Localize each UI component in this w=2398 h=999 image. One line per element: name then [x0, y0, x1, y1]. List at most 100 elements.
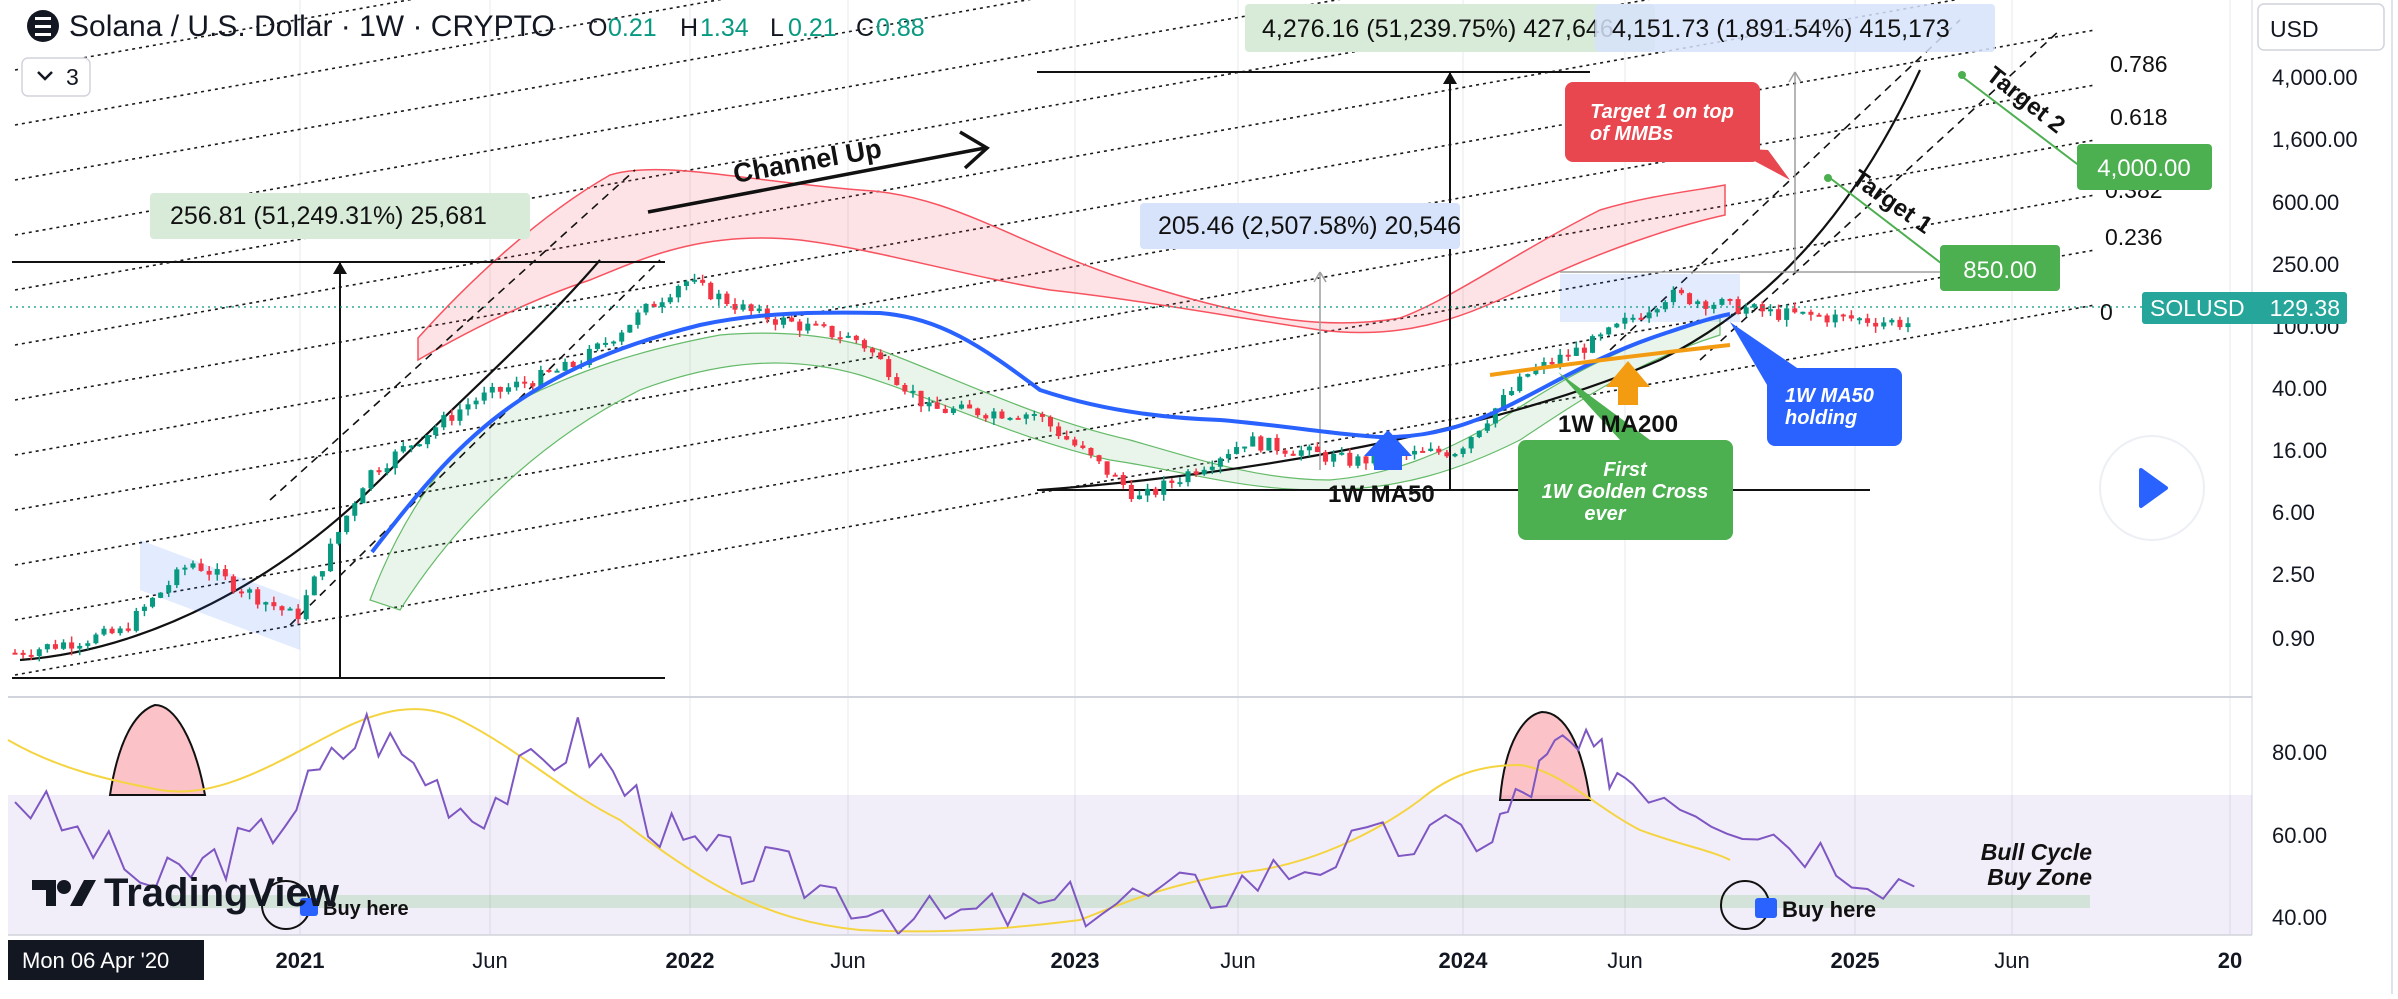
svg-text:0.618: 0.618	[2110, 104, 2168, 130]
svg-text:C: C	[856, 14, 874, 42]
target-lines	[1829, 74, 2086, 271]
candle	[28, 649, 34, 660]
svg-text:Buy Zone: Buy Zone	[1987, 864, 2092, 890]
candle	[214, 563, 220, 581]
channel-up-arrow	[647, 130, 990, 214]
candle	[1646, 307, 1652, 323]
svg-text:L: L	[770, 14, 784, 42]
target-note: Target 1 on top of MMBs	[1565, 82, 1760, 162]
rsi-axis-ticks: 80.00 60.00 40.00	[2272, 740, 2327, 930]
symbol-logo-icon	[27, 10, 59, 42]
candle	[530, 380, 536, 390]
svg-text:Target 1 on top: Target 1 on top	[1590, 101, 1734, 123]
candle	[1606, 326, 1612, 336]
candle	[692, 273, 698, 284]
candle	[1314, 442, 1320, 453]
ma50-label: 1W MA50	[1328, 481, 1435, 508]
candle	[1460, 446, 1466, 458]
candle	[1678, 287, 1684, 296]
late-channel	[1609, 19, 2061, 361]
candle	[1865, 313, 1871, 327]
candle	[781, 314, 787, 329]
candle	[1250, 432, 1256, 447]
candle	[740, 299, 746, 312]
candle	[910, 384, 916, 398]
candle	[1282, 448, 1288, 457]
fib-labels: 0.786 0.618 0.382 0.236 0	[2100, 51, 2168, 325]
candle	[279, 605, 285, 616]
candle	[206, 566, 212, 581]
candle	[328, 538, 334, 573]
svg-text:H: H	[680, 14, 698, 42]
candle	[1784, 304, 1790, 327]
svg-text:O: O	[588, 14, 607, 42]
price-tick-label: 16.00	[2272, 438, 2327, 463]
target-2-dot	[1958, 71, 1966, 79]
svg-text:SOLUSD: SOLUSD	[2150, 295, 2245, 321]
svg-text:850.00: 850.00	[1963, 257, 2036, 284]
candle	[797, 319, 803, 337]
candle	[1088, 447, 1094, 459]
candle	[1120, 472, 1126, 489]
candle	[1905, 317, 1911, 333]
candle	[352, 501, 358, 522]
candle	[1573, 341, 1579, 356]
time-tick-label: 2023	[1051, 948, 1100, 973]
candle	[287, 606, 293, 611]
time-tick-label: 2022	[666, 948, 715, 973]
candle	[174, 567, 180, 589]
price-tick-label: 6.00	[2272, 500, 2315, 525]
indicators-toggle-button[interactable]: 3	[21, 57, 91, 97]
candle	[1800, 311, 1806, 315]
candle	[918, 390, 924, 413]
candle	[1808, 309, 1814, 321]
candle	[433, 424, 439, 439]
candle	[950, 406, 956, 415]
fib-channel-line	[14, 304, 2096, 676]
candle	[514, 376, 520, 391]
candle	[271, 596, 277, 611]
candle	[772, 316, 778, 331]
candle	[1727, 298, 1733, 305]
price-tick-label: 40.00	[2272, 376, 2327, 401]
candle	[724, 291, 730, 307]
currency-button[interactable]: USD	[2257, 3, 2385, 51]
candle	[1096, 454, 1102, 464]
candle	[1112, 472, 1118, 477]
candle	[36, 647, 42, 662]
svg-text:80.00: 80.00	[2272, 740, 2327, 765]
candle	[416, 443, 422, 447]
last-price-tag[interactable]: SOLUSD 129.38	[2142, 292, 2347, 324]
candle	[1703, 299, 1709, 316]
price-tick-label: 250.00	[2272, 252, 2339, 277]
symbol-title[interactable]: Solana / U.S. Dollar · 1W · CRYPTO	[69, 10, 555, 43]
candle	[829, 325, 835, 340]
candle	[481, 386, 487, 405]
rsi-line	[14, 711, 1915, 936]
candle	[837, 331, 843, 344]
candle	[1185, 469, 1191, 487]
candle	[870, 346, 876, 357]
fib-channel-line	[14, 29, 2096, 401]
candle	[1468, 436, 1474, 454]
rsi-peak-2020	[108, 703, 207, 796]
candle	[20, 649, 26, 659]
candle	[683, 279, 689, 291]
candle	[1420, 447, 1426, 453]
price-axis-ticks: 4,000.001,600.00600.00250.00100.0040.001…	[2272, 65, 2358, 651]
svg-text:0: 0	[2100, 299, 2113, 325]
candle	[1136, 490, 1142, 500]
candle	[198, 558, 204, 572]
replay-play-button[interactable]	[2099, 435, 2205, 541]
candle	[651, 301, 657, 308]
play-icon	[2139, 468, 2168, 508]
early-channel	[269, 169, 661, 626]
candle	[1590, 334, 1596, 354]
svg-text:0.236: 0.236	[2105, 224, 2163, 250]
measure-label-top-blue: 4,151.73 (1,891.54%) 415,173	[1595, 4, 1995, 52]
candle	[368, 469, 374, 491]
price-tick-label: 1,600.00	[2272, 127, 2358, 152]
candle	[1242, 446, 1248, 453]
candle	[457, 403, 463, 426]
